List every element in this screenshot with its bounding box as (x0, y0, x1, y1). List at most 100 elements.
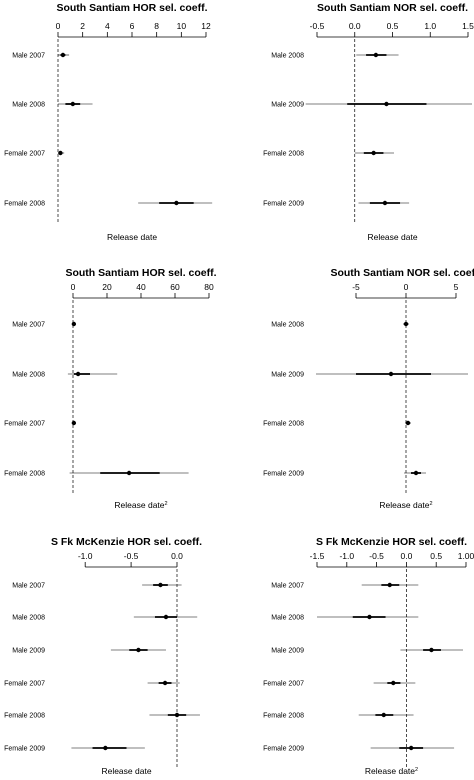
x-tick-label: 0.0 (400, 551, 412, 561)
x-tick-label: -1.0 (339, 551, 354, 561)
point-estimate (387, 582, 392, 588)
point-estimate (136, 647, 141, 653)
point-estimate (384, 101, 389, 107)
point-estimate (381, 712, 386, 718)
row-label: Female 2007 (4, 681, 45, 688)
row-label: Female 2009 (4, 746, 45, 753)
panel-title: South Santiam NOR sel. coeff. (330, 267, 474, 279)
x-tick-label: 40 (136, 282, 146, 292)
x-tick-label: 0.0 (349, 21, 361, 31)
x-tick-label: 1.5 (462, 21, 474, 31)
point-estimate (71, 321, 77, 327)
x-tick-label: -1.5 (310, 551, 325, 561)
x-tick-label: 6 (130, 21, 135, 31)
x-tick-label: -5 (352, 282, 360, 292)
point-estimate (162, 680, 168, 686)
point-estimate (174, 200, 179, 206)
row-label: Male 2008 (12, 102, 45, 109)
point-estimate (413, 470, 419, 476)
row-label: Male 2007 (12, 53, 45, 60)
point-estimate (158, 582, 163, 588)
x-tick-label: -0.5 (369, 551, 384, 561)
point-estimate (174, 712, 180, 718)
row-label: Female 2009 (263, 746, 304, 753)
panel-title: South Santiam NOR sel. coeff. (317, 2, 468, 14)
row-label: Female 2009 (263, 201, 304, 208)
x-tick-label: 2 (80, 21, 85, 31)
row-label: Male 2008 (271, 615, 304, 622)
forest-panel-6: S Fk McKenzie HOR sel. coeff. -1.5 -1.0 -0.… (263, 536, 474, 776)
x-axis-label: Release date2 (365, 766, 418, 776)
x-axis-label: Release date2 (114, 500, 167, 510)
panel-title: South Santiam HOR sel. coeff. (56, 2, 207, 14)
x-tick-label: 8 (154, 21, 159, 31)
point-estimate (373, 52, 379, 58)
point-estimate (71, 420, 77, 426)
point-estimate (371, 150, 376, 156)
row-label: Female 2008 (4, 201, 45, 208)
x-tick-label: -0.5 (124, 551, 139, 561)
x-axis-label-superscript: 2 (165, 501, 168, 507)
x-tick-label: 10 (177, 21, 187, 31)
forest-panel-1: South Santiam HOR sel. coeff. 0 2 4 6 8 10 12 Ma… (4, 2, 213, 242)
row-label: Female 2008 (263, 713, 304, 720)
row-label: Female 2007 (4, 421, 45, 428)
x-tick-label: 60 (170, 282, 180, 292)
row-label: Male 2008 (12, 372, 45, 379)
panel-title: S Fk McKenzie HOR sel. coeff. (316, 536, 467, 548)
x-tick-label: 0.0 (171, 551, 183, 561)
row-label: Female 2008 (4, 471, 45, 478)
x-tick-label: -0.5 (310, 21, 325, 31)
point-estimate (388, 371, 394, 377)
point-estimate (70, 101, 76, 107)
x-tick-label: 0 (56, 21, 61, 31)
panel-title: South Santiam HOR sel. coeff. (65, 267, 216, 279)
forest-panel-4: South Santiam NOR sel. coeff. -5 0 5 Male 20… (263, 267, 474, 510)
row-label: Male 2009 (271, 648, 304, 655)
row-label: Male 2009 (12, 648, 45, 655)
x-tick-label: 0.5 (387, 21, 399, 31)
row-label: Female 2008 (4, 713, 45, 720)
x-tick-label: 0 (71, 282, 76, 292)
x-tick-label: 0.5 (430, 551, 442, 561)
row-label: Female 2007 (4, 151, 45, 158)
row-label: Male 2008 (12, 615, 45, 622)
point-estimate (408, 745, 414, 751)
row-label: Male 2008 (271, 322, 304, 329)
x-tick-label: 20 (102, 282, 112, 292)
point-estimate (126, 470, 132, 476)
row-label: Male 2007 (12, 583, 45, 590)
point-estimate (391, 680, 396, 686)
forest-panel-5: S Fk McKenzie HOR sel. coeff. -1.0 -0.5 0.0… (4, 536, 202, 776)
row-label: Male 2008 (271, 53, 304, 60)
x-axis-label-superscript: 2 (430, 501, 433, 507)
x-tick-label: 0 (404, 282, 409, 292)
x-axis-label: Release date (101, 766, 151, 776)
point-estimate (60, 52, 66, 58)
point-estimate (163, 614, 169, 620)
row-label: Male 2009 (271, 372, 304, 379)
point-estimate (58, 150, 63, 156)
point-estimate (75, 371, 81, 377)
forest-panel-2: South Santiam NOR sel. coeff. -0.5 0.0 0.5 1… (263, 2, 474, 242)
row-label: Male 2009 (271, 102, 304, 109)
point-estimate (429, 647, 434, 653)
point-estimate (367, 614, 372, 620)
x-axis-label: Release date (107, 232, 157, 242)
forest-panel-3: South Santiam HOR sel. coeff. 0 20 40 60 80 Ma… (4, 267, 216, 510)
x-tick-label: 12 (201, 21, 211, 31)
x-tick-label: 5 (454, 282, 459, 292)
x-tick-label: 80 (204, 282, 214, 292)
row-label: Female 2008 (263, 151, 304, 158)
x-axis-label: Release date2 (379, 500, 432, 510)
x-tick-label: 1.0 (424, 21, 436, 31)
row-label: Female 2009 (263, 471, 304, 478)
x-tick-label: -1.0 (78, 551, 93, 561)
panel-title: S Fk McKenzie HOR sel. coeff. (51, 536, 202, 548)
point-estimate (103, 745, 108, 751)
x-tick-label: 4 (105, 21, 110, 31)
row-label: Female 2007 (263, 681, 304, 688)
row-label: Male 2007 (271, 583, 304, 590)
point-estimate (382, 200, 388, 206)
